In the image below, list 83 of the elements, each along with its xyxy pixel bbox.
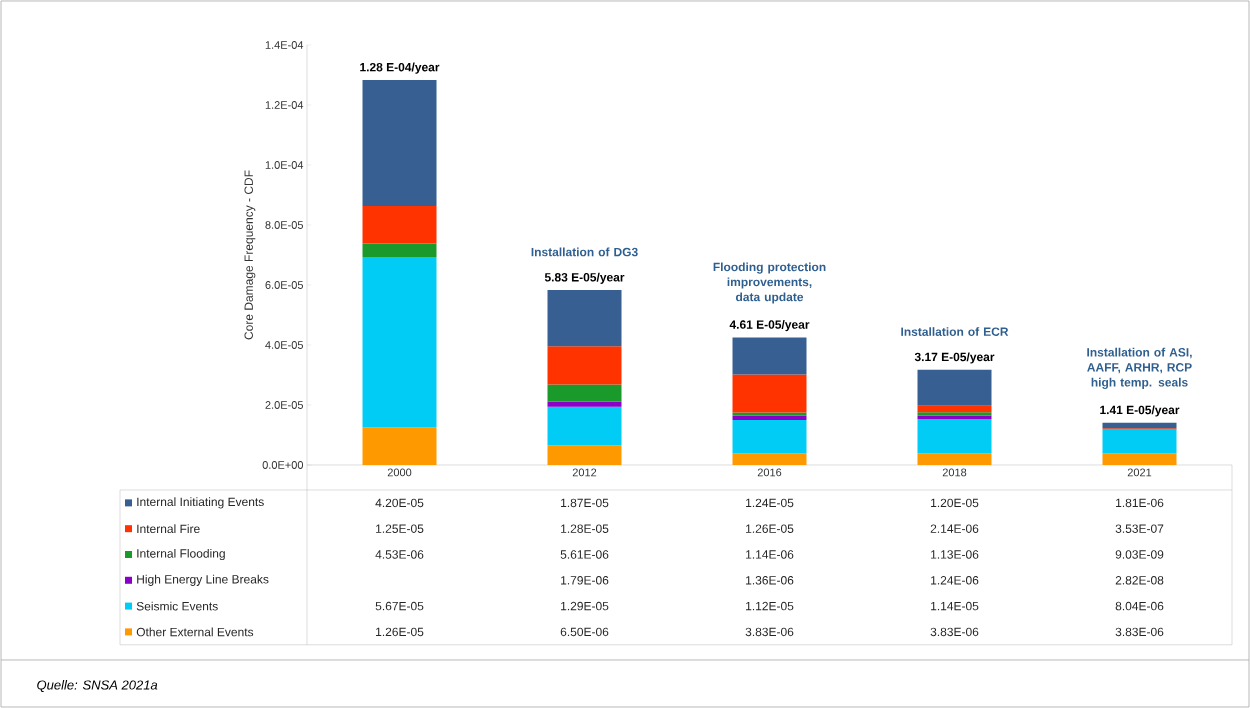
bar	[362, 80, 437, 206]
y-tick-label: 1.4E-04	[265, 41, 304, 49]
total-label: 4.61 E-05/year	[729, 320, 810, 332]
y-tick-label: 2.0E-05	[265, 401, 303, 409]
bar	[362, 243, 437, 258]
data-label: 1.81E-06	[1116, 498, 1164, 508]
bar	[732, 374, 807, 413]
data-label: 3.53E-07	[1115, 524, 1164, 533]
data-label: 1.14E-05	[931, 601, 979, 611]
bar	[362, 427, 437, 465]
data-label: 2.82E-08	[1115, 576, 1164, 585]
bar	[547, 406, 622, 446]
data-label: 1.36E-06	[746, 576, 794, 585]
total-label: 1.41 E-05/year	[1100, 405, 1180, 417]
data-label: 1.12E-05	[746, 601, 794, 611]
annotation: Installation of ECR	[901, 327, 1009, 336]
annotation: Installation of ASI, AAFF, ARHR, RCP high temp. seals	[1087, 347, 1192, 389]
data-label: 1.26E-05	[376, 627, 424, 637]
bar	[547, 346, 622, 385]
bar	[362, 257, 437, 428]
legend-label: Other External Events	[136, 627, 254, 637]
bar	[732, 337, 807, 375]
data-label: 1.28E-05	[561, 524, 609, 533]
data-label: 8.04E-06	[1115, 601, 1164, 611]
y-tick-label: 1.0E-04	[265, 161, 304, 169]
y-tick-label: 4.0E-05	[265, 341, 303, 349]
y-tick-label: 8.0E-05	[265, 221, 303, 229]
data-label: 9.03E-09	[1115, 550, 1164, 559]
bar	[547, 290, 622, 347]
bar	[1102, 453, 1177, 465]
bar	[362, 206, 437, 244]
data-label: 1.29E-05	[561, 601, 609, 611]
total-label: 3.17 E-05/year	[914, 352, 995, 364]
data-label: 3.83E-06	[930, 627, 979, 637]
data-label: 4.20E-05	[375, 498, 424, 508]
data-label: 3.83E-06	[745, 627, 794, 637]
total-label: 1.28 E-04/year	[360, 62, 440, 74]
data-label: 1.26E-05	[746, 524, 794, 533]
data-label: 1.14E-06	[746, 550, 794, 559]
bar	[732, 412, 807, 416]
data-label: 1.25E-05	[376, 524, 424, 533]
data-label: 1.20E-05	[931, 498, 979, 508]
y-tick-label: 0.0E+00	[262, 461, 304, 469]
legend-label: High Energy Line Breaks	[137, 574, 269, 586]
x-tick-label: 2021	[1127, 468, 1152, 477]
data-label: 5.67E-05	[375, 601, 424, 611]
x-tick-label: 2000	[387, 468, 412, 477]
bar	[732, 419, 807, 454]
total-label: 5.83 E-05/year	[544, 272, 625, 284]
y-tick-label: 6.0E-05	[265, 281, 303, 289]
data-label: 3.83E-06	[1115, 627, 1164, 637]
y-tick-label: 1.2E-04	[265, 101, 304, 109]
annotation: Installation of DG3	[531, 247, 638, 257]
annotation: Flooding protection improvements, data update	[713, 262, 826, 304]
data-label: 1.24E-06	[931, 576, 979, 585]
bar	[917, 453, 992, 465]
bar	[917, 419, 992, 454]
x-tick-label: 2018	[942, 468, 967, 477]
bar	[732, 453, 807, 465]
data-label: 1.79E-06	[561, 576, 609, 585]
x-tick-label: 2016	[757, 468, 782, 477]
bar	[917, 369, 992, 406]
data-label: 1.24E-05	[746, 498, 794, 508]
data-label: 1.13E-06	[931, 550, 979, 559]
bar	[547, 401, 622, 407]
x-tick-label: 2012	[572, 468, 597, 477]
bar	[547, 384, 622, 402]
legend-label: Internal Initiating Events	[137, 497, 264, 509]
bar	[917, 412, 992, 416]
legend-label: Internal Flooding	[137, 548, 225, 561]
data-label: 2.14E-06	[930, 524, 979, 533]
y-axis-title: Core Damage Frequency - CDF	[244, 170, 256, 340]
data-label: 4.53E-06	[375, 550, 424, 559]
bar	[917, 405, 992, 413]
bar	[547, 445, 622, 465]
data-label: 5.61E-06	[560, 550, 609, 559]
data-label: 1.87E-05	[561, 498, 609, 508]
legend-label: Seismic Events	[136, 601, 218, 611]
bar	[732, 415, 807, 420]
data-label: 6.50E-06	[560, 627, 609, 637]
source-note: Quelle: SNSA 2021a	[37, 680, 158, 692]
bar	[1102, 429, 1177, 454]
legend-label: Internal Fire	[137, 524, 200, 534]
